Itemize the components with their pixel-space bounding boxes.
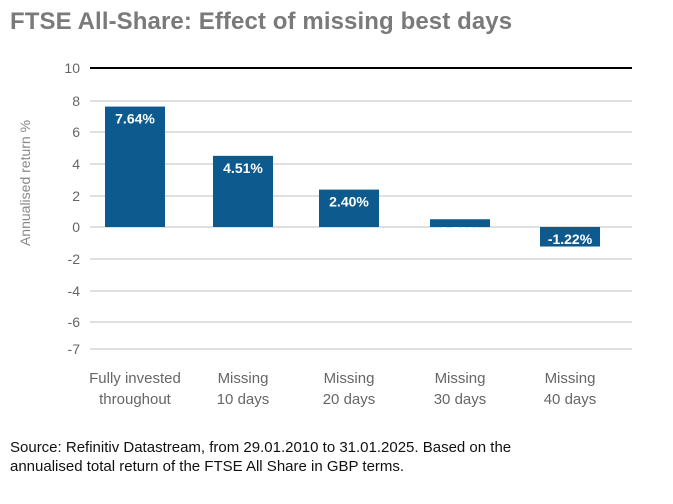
bar-data-label: 2.40% xyxy=(329,194,369,210)
bar xyxy=(319,189,379,227)
x-category-label: 10 days xyxy=(217,391,270,408)
bar-chart: 10 8 6 4 2 0 -2 -4 -6 -7 Annualised return % 7.64% 4… xyxy=(17,60,632,408)
y-tick-label: 0 xyxy=(72,219,80,235)
y-tick-label: -7 xyxy=(68,341,81,357)
source-note: Source: Refinitiv Datastream, from 29.01… xyxy=(10,438,630,476)
x-category-label: 20 days xyxy=(323,391,376,408)
source-line-1: Source: Refinitiv Datastream, from 29.01… xyxy=(10,439,512,456)
bar-data-label: 0.50% xyxy=(440,223,480,239)
y-tick-label: 2 xyxy=(72,188,80,204)
y-tick-label: 8 xyxy=(72,93,80,109)
bar xyxy=(430,219,490,227)
bar-data-label: 4.51% xyxy=(223,160,263,176)
y-tick-label: -6 xyxy=(68,314,81,330)
y-axis-label: Annualised return % xyxy=(17,120,33,246)
bar-data-label: 7.64% xyxy=(115,111,155,127)
bar-data-label: -1.22% xyxy=(548,231,593,247)
x-category-label: 30 days xyxy=(434,391,487,408)
x-category-label: Missing xyxy=(435,370,486,387)
y-tick-label: 10 xyxy=(64,60,80,76)
x-category-label: throughout xyxy=(99,391,172,408)
source-line-2: annualised total return of the FTSE All … xyxy=(10,458,405,475)
x-category-label: Fully invested xyxy=(89,370,181,387)
x-category-label: Missing xyxy=(218,370,269,387)
x-category-label: Missing xyxy=(324,370,375,387)
y-tick-label: -4 xyxy=(68,283,81,299)
y-tick-label: 4 xyxy=(72,156,80,172)
x-category-label: 40 days xyxy=(544,391,597,408)
y-tick-label: -2 xyxy=(68,251,81,267)
bar xyxy=(105,106,165,227)
y-tick-label: 6 xyxy=(72,124,80,140)
chart-title: FTSE All-Share: Effect of missing best d… xyxy=(10,8,513,35)
bar xyxy=(213,155,273,227)
bar xyxy=(540,227,600,247)
x-category-label: Missing xyxy=(545,370,596,387)
